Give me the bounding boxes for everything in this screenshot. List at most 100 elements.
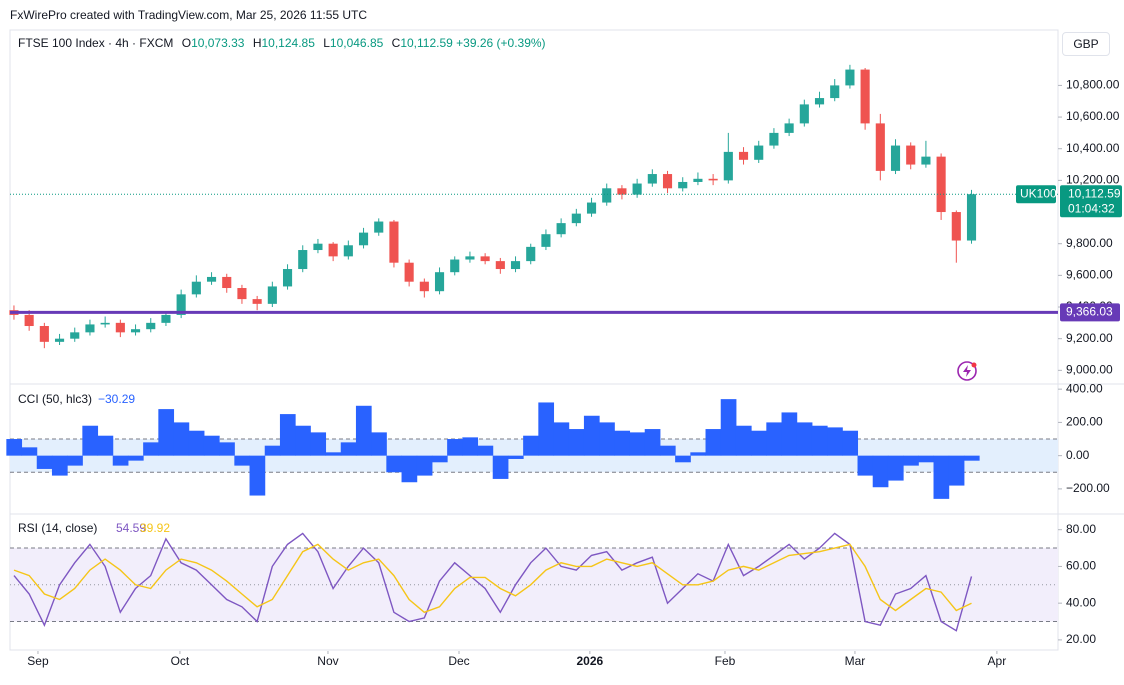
cci-bar [371, 432, 387, 456]
x-tick-label: Dec [448, 654, 469, 668]
cci-bar [386, 455, 403, 473]
cci-bar [720, 399, 737, 456]
cci-bar [827, 427, 843, 456]
cci-bar [811, 425, 828, 456]
last-price-box [1060, 185, 1122, 218]
cci-bar [857, 455, 874, 476]
cci-bar [51, 455, 68, 476]
ohlc-key: L [323, 36, 330, 50]
cci-bar [203, 435, 220, 456]
y-tick-label: 40.00 [1066, 595, 1096, 609]
cci-bar [963, 455, 980, 461]
cci-bar [295, 425, 311, 456]
cci-bar [735, 425, 752, 456]
candle-body [966, 194, 977, 241]
cci-bar [401, 455, 418, 483]
candle-body [358, 232, 369, 246]
cci-bar [462, 437, 479, 456]
currency-button[interactable]: GBP [1062, 32, 1110, 56]
candle-body [313, 243, 323, 251]
candle-body [662, 174, 673, 189]
ohlc-value: 10,124.85 [261, 36, 315, 50]
candle-body [450, 259, 460, 273]
rsi-line [13, 532, 973, 632]
cci-bar [82, 425, 99, 456]
countdown-label: 01:04:32 [1068, 201, 1115, 215]
cci-bar [143, 442, 159, 456]
candle-body [282, 269, 293, 287]
candle-body [814, 98, 825, 105]
cci-bar [629, 432, 646, 456]
candle-body [146, 322, 156, 330]
candle-body [404, 262, 414, 282]
y-tick-label: 10,800.00 [1066, 78, 1120, 92]
candle-body [571, 213, 581, 224]
candle-body [738, 151, 749, 160]
cci-bar [431, 455, 448, 463]
x-tick-label: 2026 [577, 654, 604, 668]
cci-bar [538, 402, 555, 456]
candle-body [784, 123, 794, 133]
ohlc-key: H [252, 36, 262, 50]
symbol-label: UK100 [1020, 186, 1057, 200]
y-tick-label: 20.00 [1066, 632, 1096, 646]
cci-bar [234, 455, 251, 466]
candle-body [875, 123, 885, 171]
cci-bar [97, 435, 114, 456]
cci-bar [553, 422, 570, 456]
cci-bar [872, 455, 889, 488]
candle-body [799, 104, 809, 124]
cci-bar [355, 405, 372, 456]
candle-body [54, 338, 65, 342]
candle-body [526, 246, 536, 262]
y-tick-label: 0.00 [1066, 448, 1090, 462]
candle-body [678, 181, 688, 189]
watermark-icon [957, 361, 977, 381]
candle-body [541, 234, 551, 247]
cci-bar [36, 455, 53, 469]
y-tick-label: −200.00 [1066, 481, 1110, 495]
y-tick-label: 10,400.00 [1066, 141, 1120, 155]
ohlc-value: 10,073.33 [191, 36, 245, 50]
candle-body [465, 256, 475, 260]
candle-body [617, 188, 627, 195]
cci-bar [583, 415, 600, 456]
candle-body [845, 69, 855, 86]
candle-body [39, 326, 49, 342]
layers: 9,000.009,200.009,400.009,600.009,800.00… [6, 64, 1122, 668]
cci-bar [766, 422, 783, 456]
y-tick-label: 200.00 [1066, 415, 1103, 429]
cci-bar [705, 429, 722, 456]
cci-bar [477, 445, 494, 456]
cci-bar [447, 439, 463, 456]
ohlc: O10,073.33 H10,124.85 L10,046.85 C10,112… [177, 36, 456, 50]
cci-bar [796, 422, 813, 456]
candle-body [556, 223, 566, 235]
y-tick-label: 400.00 [1066, 381, 1103, 395]
cci-bar [675, 455, 691, 463]
price-label: 9,366.03 [1066, 305, 1113, 319]
indicator-value: −30.29 [98, 392, 135, 406]
candle-body [602, 188, 612, 203]
cci-bar [21, 447, 38, 456]
cci-bar [310, 432, 327, 456]
candle-body [632, 183, 642, 195]
cci-bar [340, 442, 357, 456]
x-tick-label: Oct [171, 654, 190, 668]
x-tick-label: Apr [988, 654, 1007, 668]
change: +39.26 (+0.39%) [456, 36, 546, 50]
symbol: FTSE 100 Index · 4h · FXCM [18, 36, 174, 50]
cci-bar [659, 445, 676, 456]
rsi-line [13, 543, 972, 614]
candle-body [267, 286, 277, 304]
candle-body [510, 261, 521, 270]
cci-bar [599, 422, 615, 456]
x-tick-label: Mar [845, 654, 866, 668]
cci-bar [67, 455, 83, 466]
candle-body [693, 178, 703, 182]
y-tick-label: 10,200.00 [1066, 173, 1120, 187]
ohlc-value: 10,112.59 [400, 36, 453, 50]
cci-bar [690, 452, 707, 456]
cci-bar [644, 429, 661, 456]
